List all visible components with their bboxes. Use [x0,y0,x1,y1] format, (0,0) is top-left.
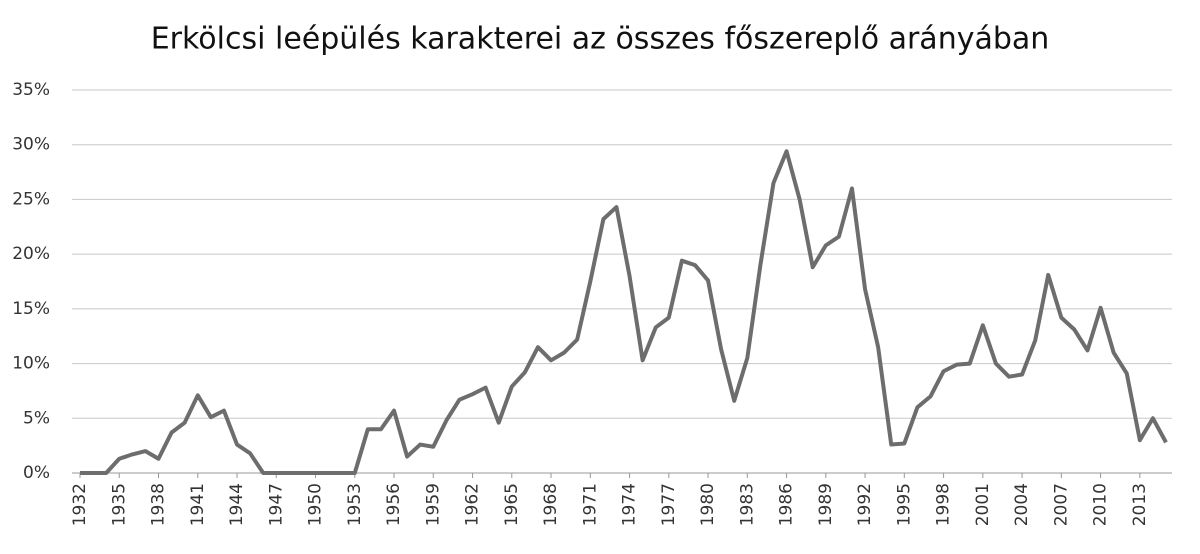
y-tick-label: 20% [12,244,50,264]
y-tick-label: 10% [12,354,50,374]
x-tick-label: 1956 [384,483,404,526]
x-tick-label: 1935 [109,483,129,526]
x-tick-label: 1980 [698,483,718,526]
x-tick-label: 2007 [1051,483,1071,526]
y-tick-label: 35% [12,80,50,100]
chart-title: Erkölcsi leépülés karakterei az összes f… [151,22,1050,57]
x-tick-label: 1938 [149,483,169,526]
x-tick-label: 1992 [855,483,875,526]
y-tick-label: 30% [12,135,50,155]
y-tick-label: 0% [23,463,50,483]
x-tick-label: 2004 [1012,483,1032,526]
x-tick-label: 1965 [502,483,522,526]
x-tick-label: 1983 [737,483,757,526]
x-tick-label: 1953 [345,483,365,526]
x-tick-label: 2001 [973,483,993,526]
x-tick-label: 1968 [541,483,561,526]
x-tick-label: 1998 [934,483,954,526]
x-tick-label: 1932 [70,483,90,526]
x-tick-label: 2013 [1130,483,1150,526]
y-tick-label: 15% [12,299,50,319]
x-tick-label: 1959 [423,483,443,526]
y-tick-label: 5% [23,408,50,428]
x-tick-label: 1962 [463,483,483,526]
x-tick-label: 1989 [816,483,836,526]
x-tick-label: 2010 [1091,483,1111,526]
x-tick-label: 1944 [227,483,247,526]
x-tick-label: 1977 [659,483,679,526]
x-tick-label: 1971 [580,483,600,526]
data-line [80,149,1168,475]
x-tick-label: 1947 [266,483,286,526]
x-tick-label: 1995 [894,483,914,526]
x-tick-label: 1941 [188,483,208,526]
y-tick-label: 25% [12,189,50,209]
x-tick-label: 1950 [306,483,326,526]
x-tick-label: 1986 [777,483,797,526]
x-tick-label: 1974 [620,483,640,526]
